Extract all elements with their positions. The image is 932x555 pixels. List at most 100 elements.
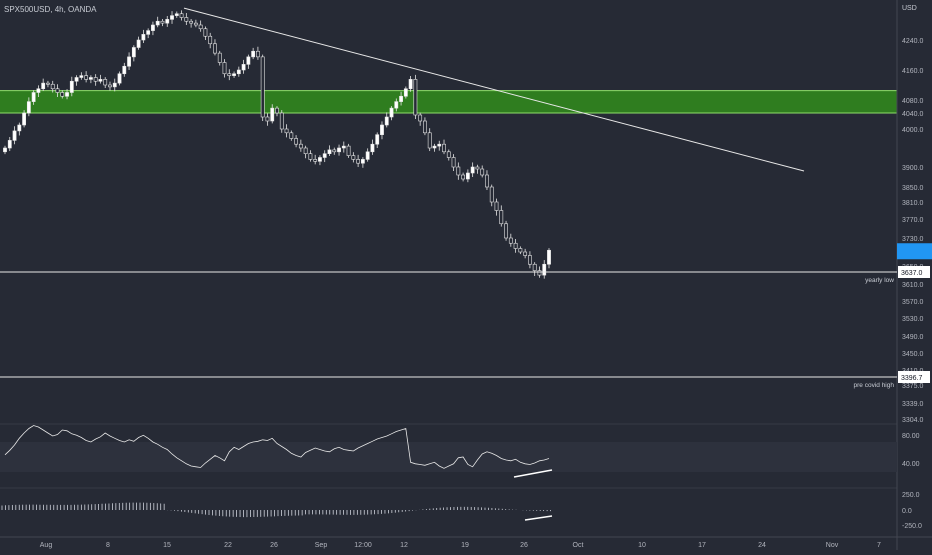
candle [547,248,551,269]
candle [408,76,413,92]
candle-body [69,80,74,93]
candle-body [523,251,528,256]
candle-body [98,79,103,82]
candle-body [532,263,537,271]
candle [31,90,36,105]
time-tick-label: 19 [461,542,469,549]
candle [489,184,494,207]
candle-body [103,79,108,86]
price-scale[interactable]: 4240.0 4160.0 4080.0 4040.0 4000.0 3900.0 3850… [896,0,932,550]
oscillator-panel: 80.00 40.00 [0,425,920,478]
support-price-tag [898,266,930,278]
candle-body [117,73,122,84]
supply-zone-fill [0,90,897,113]
candle [427,128,432,152]
candle [12,126,17,145]
candle-body [36,88,41,93]
candle-body [480,168,485,176]
candle [327,145,332,156]
candle [146,28,151,39]
candle [256,46,260,60]
last-price-tag [897,243,932,260]
candle [480,165,485,178]
candle [260,54,265,121]
price-tick-label: 3730.0 [902,236,924,243]
candle [69,76,74,97]
candle [222,59,227,78]
price-tick-label: 4160.0 [902,68,924,75]
candle-body [213,43,217,54]
candle-body [151,24,155,31]
candle-body [403,88,408,97]
price-tick-label: 3530.0 [902,316,924,323]
candle-body [456,166,461,176]
candle-body [60,92,65,97]
candle [141,29,146,43]
candle [399,91,403,106]
candle [308,150,313,162]
candle [3,145,7,155]
candle-body [504,223,508,239]
candle [122,62,127,77]
candle-body [337,147,341,153]
candle-body [327,149,332,154]
price-tick-label: 3810.0 [902,200,924,207]
candle [294,135,298,148]
candle [36,85,41,97]
candle [275,106,279,117]
candle [394,98,399,112]
price-tick-label: 3570.0 [902,299,924,306]
candle [423,117,427,136]
candle-body [313,159,318,162]
candle [227,69,232,81]
candle-body [217,52,222,63]
candle-body [136,39,141,48]
candle [298,139,303,152]
candle [485,170,489,190]
candle [289,130,294,141]
candle-body [22,112,26,126]
candle [108,81,112,91]
candle [332,147,337,155]
time-tick-label: 26 [520,542,528,549]
candle-body [251,50,256,58]
candle-body [65,92,69,97]
price-tick-label: 3375.0 [902,383,924,390]
candle-body [384,116,389,126]
candle-body [193,22,198,26]
time-tick-label: Oct [573,542,584,549]
candle-body [50,83,55,90]
time-tick-label: 24 [758,542,766,549]
time-axis[interactable]: Aug 8 15 22 26 Sep 12:00 12 19 26 Oct 10 17 24 Nov 7 [0,536,932,549]
time-tick-label: Sep [315,542,328,549]
candle [532,262,537,276]
candle [456,162,461,180]
candle-body [508,237,513,244]
candle [432,143,437,152]
candle-body [518,248,523,253]
candle [165,16,170,27]
candle [389,106,394,121]
candle [313,154,318,165]
candle [494,198,499,216]
candle-body [84,75,89,80]
support-price-tag [898,371,930,383]
histogram-divergence-line [524,515,553,521]
candle-body [346,145,351,156]
candle [22,110,26,128]
candle-body [485,174,489,188]
candle-body [399,95,403,102]
candle-body [222,62,227,75]
candle [380,121,384,140]
candle-body [413,79,418,116]
candle [413,74,418,119]
candle [26,97,31,117]
candle-body [470,166,475,174]
candle [318,155,322,166]
candle-body [7,140,12,149]
candle [17,122,22,136]
candle [461,172,466,182]
histogram-tick-label: -250.0 [902,523,922,530]
price-tick-label: 3304.0 [902,417,924,424]
candle [236,66,241,77]
